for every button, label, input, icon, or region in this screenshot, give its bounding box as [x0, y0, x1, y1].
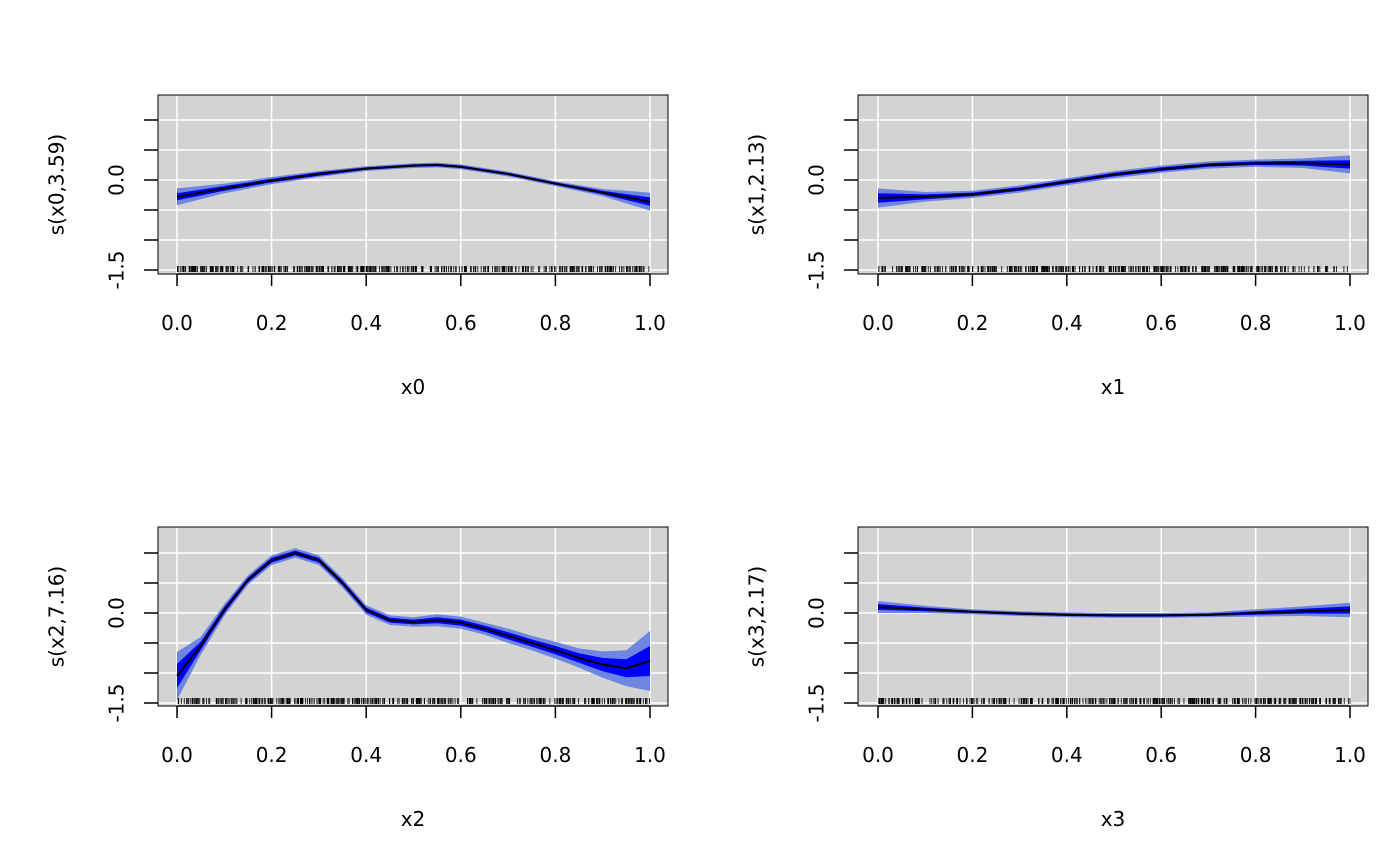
y-tick-label: 0.0: [105, 597, 129, 629]
panel-x1: -1.5 0.0 0.0 0.2 0.4 0.6 0.8 1.0 x1 s(x1,2.13): [745, 94, 1369, 399]
smooth-line: [176, 164, 651, 203]
x-tick-label: 0.2: [956, 311, 988, 335]
y-axis-title: s(x0,3.59): [45, 134, 69, 235]
confidence-band-inner: [177, 163, 650, 206]
y-tick-label: 0.0: [105, 164, 129, 196]
panel-x2: -1.5 0.0 0.0 0.2 0.4 0.6 0.8 1.0 x2 s(x2,7.16): [45, 526, 669, 831]
x-tick-label: 0.0: [161, 743, 193, 767]
x-tick-label: 0.0: [862, 311, 894, 335]
x-tick-label: 0.8: [1240, 743, 1272, 767]
plot-background: [858, 95, 1368, 274]
x-axis-title: x1: [1101, 375, 1126, 399]
x-tick-label: 0.6: [445, 311, 477, 335]
y-axis-title: s(x1,2.13): [745, 134, 769, 235]
y-tick-label: -1.5: [105, 250, 129, 289]
smooth-line: [877, 162, 1351, 199]
y-tick-label: -1.5: [105, 683, 129, 722]
x-tick-label: 0.0: [161, 311, 193, 335]
confidence-band-outer: [177, 162, 650, 211]
x-tick-label: 0.4: [350, 743, 382, 767]
x-axis-title: x2: [401, 807, 426, 831]
x-tick-label: 0.8: [1240, 311, 1272, 335]
x-tick-label: 1.0: [1334, 743, 1366, 767]
x-tick-label: 0.2: [256, 743, 288, 767]
x-tick-label: 0.6: [445, 743, 477, 767]
x-tick-label: 0.4: [350, 311, 382, 335]
smooth-line: [176, 552, 651, 677]
plot-background: [158, 527, 668, 706]
y-tick-label: 0.0: [805, 164, 829, 196]
x-tick-label: 0.6: [1145, 743, 1177, 767]
x-tick-label: 1.0: [634, 311, 666, 335]
x-tick-label: 0.8: [539, 743, 571, 767]
x-tick-label: 0.8: [539, 311, 571, 335]
y-axis-title: s(x2,7.16): [45, 566, 69, 667]
x-tick-label: 0.6: [1145, 311, 1177, 335]
y-axis-title: s(x3,2.17): [745, 566, 769, 667]
smooth-line: [877, 606, 1351, 617]
x-axis-title: x0: [401, 375, 426, 399]
confidence-band-outer: [878, 155, 1350, 208]
x-axis-title: x3: [1101, 807, 1126, 831]
y-tick-label: 0.0: [805, 597, 829, 629]
panel-x3: -1.5 0.0 0.0 0.2 0.4 0.6 0.8 1.0 x3 s(x3,2.17): [745, 526, 1369, 831]
x-tick-label: 0.0: [862, 743, 894, 767]
x-tick-label: 0.2: [956, 743, 988, 767]
x-tick-label: 0.4: [1051, 311, 1083, 335]
y-tick-label: -1.5: [805, 683, 829, 722]
x-tick-label: 0.4: [1051, 743, 1083, 767]
x-tick-label: 1.0: [634, 743, 666, 767]
y-tick-label: -1.5: [805, 250, 829, 289]
panel-x0: -1.5 0.0 0.0 0.2 0.4 0.6 0.8 1.0 x0 s(x0,3.59): [45, 94, 669, 399]
x-tick-label: 0.2: [256, 311, 288, 335]
x-tick-label: 1.0: [1334, 311, 1366, 335]
